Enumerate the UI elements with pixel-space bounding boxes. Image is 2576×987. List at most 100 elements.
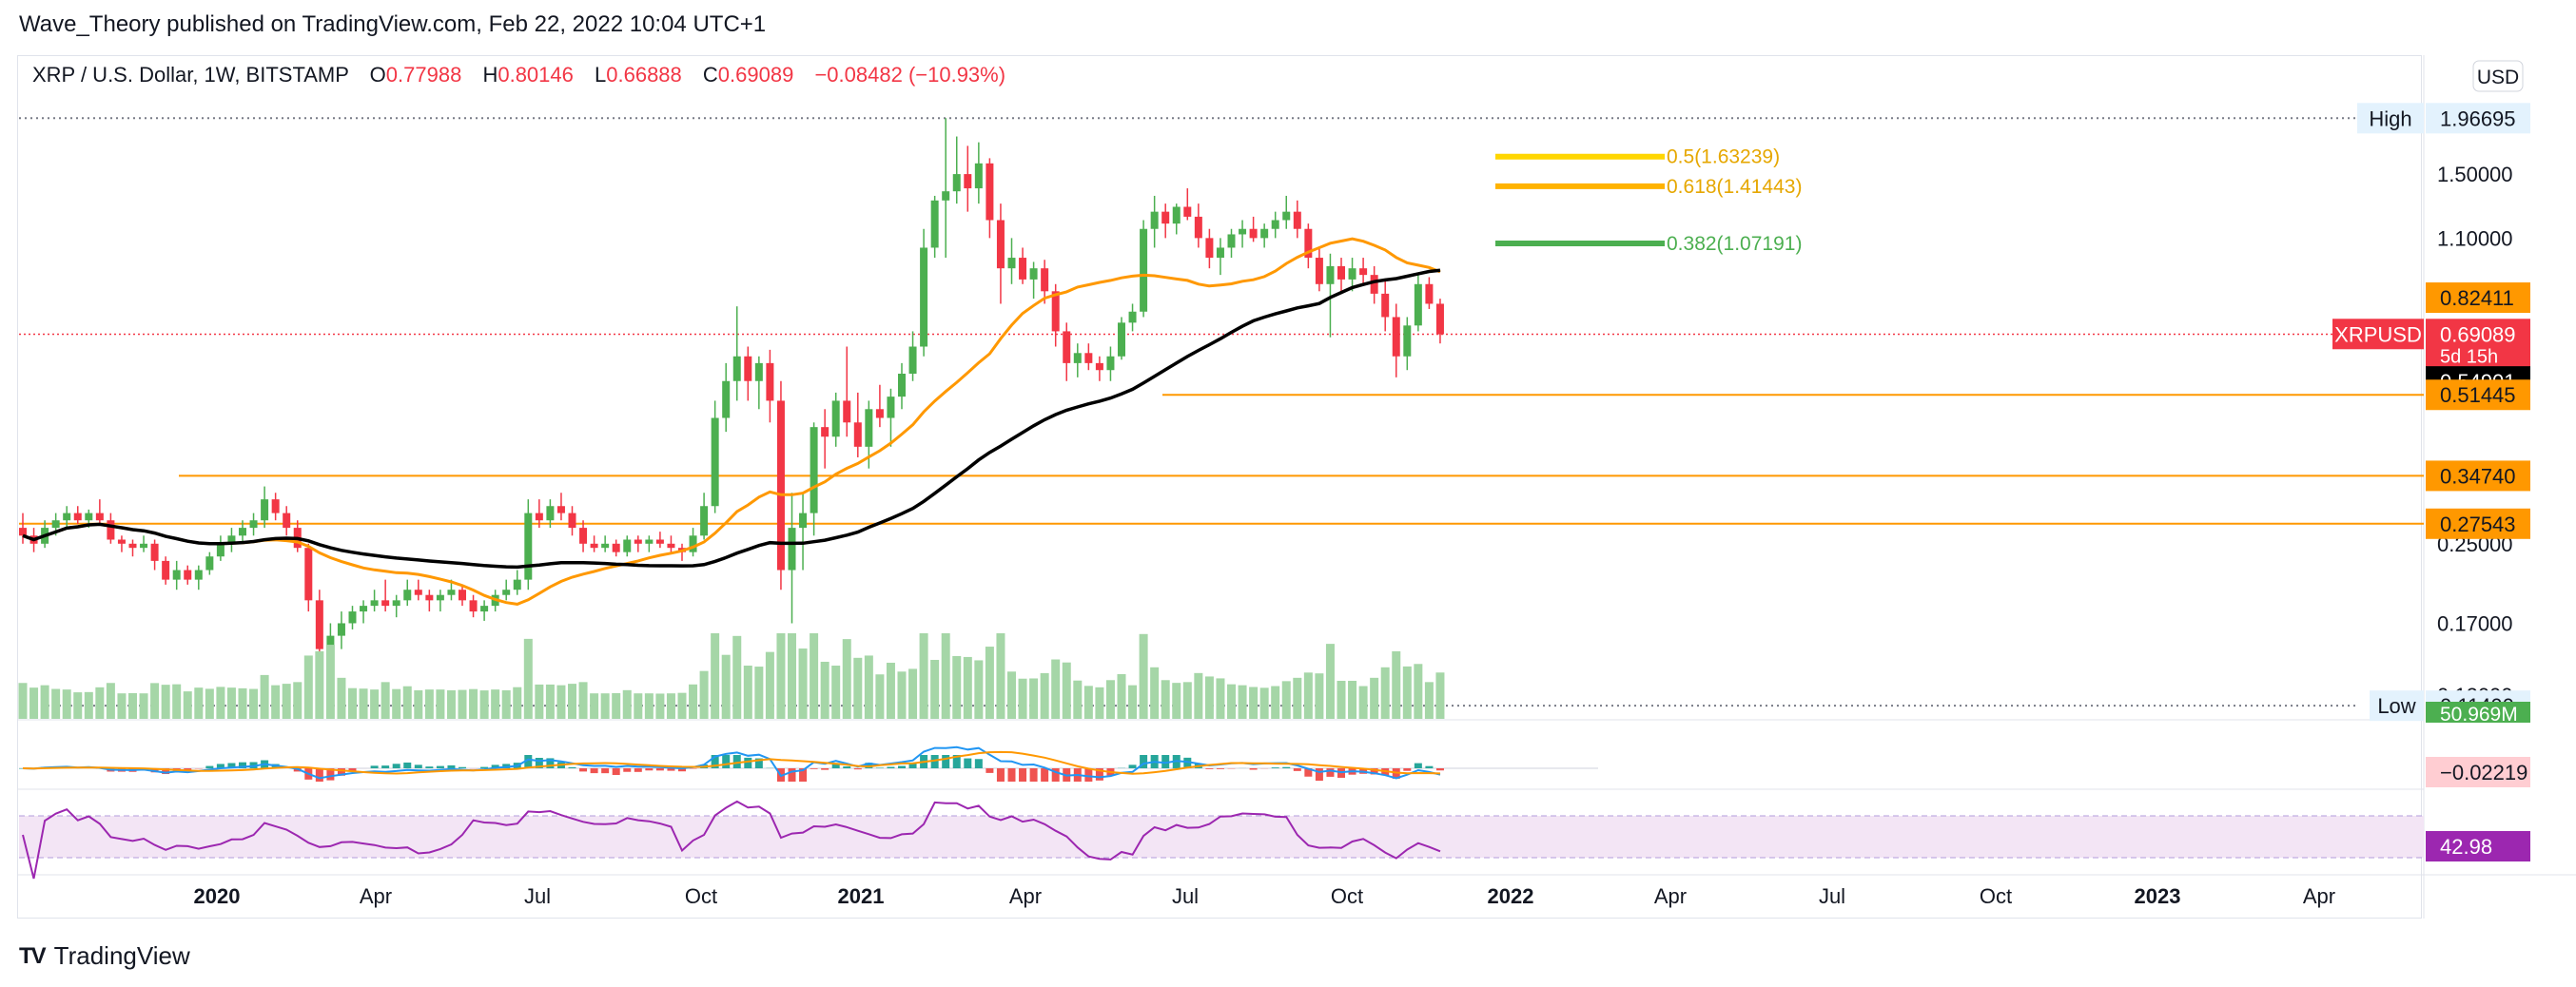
candle-body [711, 417, 719, 507]
macd-histogram-bar [623, 768, 632, 772]
candle-body [1118, 322, 1125, 357]
volume-bar [1238, 685, 1247, 719]
brand-name: TradingView [53, 941, 190, 970]
candle-body [601, 543, 610, 549]
ma-black-line [22, 268, 1441, 570]
fib-level-label: 0.618(1.41443) [1667, 176, 1802, 198]
volume-bar [249, 688, 259, 719]
volume-bar [1249, 687, 1259, 719]
volume-bar [523, 638, 533, 719]
volume-bar [1435, 672, 1445, 719]
volume-bar [699, 670, 709, 719]
candle-body [1293, 211, 1301, 229]
volume-bar [919, 633, 928, 719]
volume-bar [18, 683, 28, 719]
price-axis-tag-box [2357, 103, 2424, 134]
volume-bar [853, 657, 863, 719]
candle-body [107, 520, 115, 540]
candle-body [459, 590, 466, 601]
volume-bar [161, 685, 170, 719]
candle-body [337, 623, 345, 636]
volume-bar [1194, 672, 1203, 719]
macd-histogram-bar [326, 768, 335, 781]
macd-histogram-bar [1140, 755, 1148, 768]
candle-body [1403, 325, 1412, 357]
macd-histogram-bar [1282, 766, 1291, 768]
macd-histogram-bar [942, 755, 950, 768]
volume-bar [556, 685, 566, 719]
macd-histogram-bar [370, 765, 379, 768]
candle-body [1194, 216, 1202, 239]
macd-histogram-bar [964, 758, 972, 768]
volume-bar [84, 691, 93, 719]
macd-histogram-bar [831, 763, 840, 768]
volume-bar [359, 688, 368, 719]
macd-histogram-bar [1425, 765, 1434, 768]
fib-level-label: 0.5(1.63239) [1667, 146, 1780, 168]
x-tick-label: Apr [1654, 884, 1687, 908]
candle-body [590, 543, 598, 549]
y-tick-label: 0.17000 [2437, 611, 2513, 635]
macd-histogram-bar [1435, 768, 1444, 771]
candle-body [360, 606, 368, 612]
macd-histogram-bar [1304, 768, 1313, 777]
candle-body [1392, 317, 1400, 357]
macd-histogram-bar [414, 764, 422, 768]
macd-histogram-bar [744, 757, 752, 768]
macd-histogram-bar [1161, 755, 1170, 768]
volume-bar [1150, 667, 1160, 719]
x-tick-label: Apr [360, 884, 392, 908]
price-axis-label-value: 0.34740 [2440, 464, 2516, 488]
macd-histogram-bar [1249, 768, 1258, 770]
legend-high-value: 0.80146 [498, 63, 574, 87]
volume-bar [1018, 678, 1027, 719]
tradingview-brand[interactable]: TV TradingView [19, 941, 190, 971]
candle-body [546, 506, 555, 521]
volume-bar [820, 661, 829, 719]
volume-bar [370, 689, 380, 719]
candle-body [1239, 228, 1247, 235]
volume-bar [1370, 677, 1379, 719]
macd-histogram-bar [568, 766, 576, 768]
publisher-line: Wave_Theory published on TradingView.com… [19, 11, 767, 37]
candle-body [920, 247, 928, 347]
volume-bar [578, 682, 588, 719]
price-axis-label-value: 1.96695 [2440, 106, 2516, 130]
macd-histogram-bar [1293, 768, 1301, 771]
volume-bar [875, 674, 885, 719]
x-tick-label: Apr [2303, 884, 2335, 908]
volume-bar [908, 668, 918, 719]
macd-histogram-bar [601, 768, 610, 774]
macd-histogram-bar [974, 759, 983, 768]
tradingview-logo-icon: TV [19, 942, 47, 969]
candle-body [1216, 247, 1224, 259]
candle-body [810, 427, 818, 513]
candle-body [964, 174, 972, 189]
volume-bar [172, 684, 182, 719]
volume-bar [216, 687, 225, 719]
candle-body [1029, 268, 1038, 280]
candle-body [1128, 311, 1137, 323]
volume-bar [952, 655, 962, 719]
candle-body [788, 528, 796, 571]
macd-histogram-bar [875, 767, 884, 768]
candle-body [1260, 228, 1269, 239]
macd-histogram-bar [216, 764, 224, 768]
volume-bar [1182, 682, 1192, 719]
candle-body [942, 191, 950, 201]
macd-label: −0.02219 [2440, 761, 2527, 784]
macd-histogram-bar [239, 762, 246, 768]
candle-body [1282, 211, 1291, 221]
volume-bar [1073, 680, 1083, 719]
volume-bar [655, 693, 665, 719]
candle-body [1348, 268, 1356, 280]
x-tick-label: Apr [1009, 884, 1042, 908]
macd-histogram-bar [447, 764, 456, 768]
candle-body [754, 362, 763, 381]
macd-histogram-bar [579, 768, 588, 772]
candle-body [875, 409, 884, 418]
volume-bar [810, 633, 819, 719]
volume-bar [226, 687, 236, 719]
macd-histogram-bar [425, 766, 434, 768]
